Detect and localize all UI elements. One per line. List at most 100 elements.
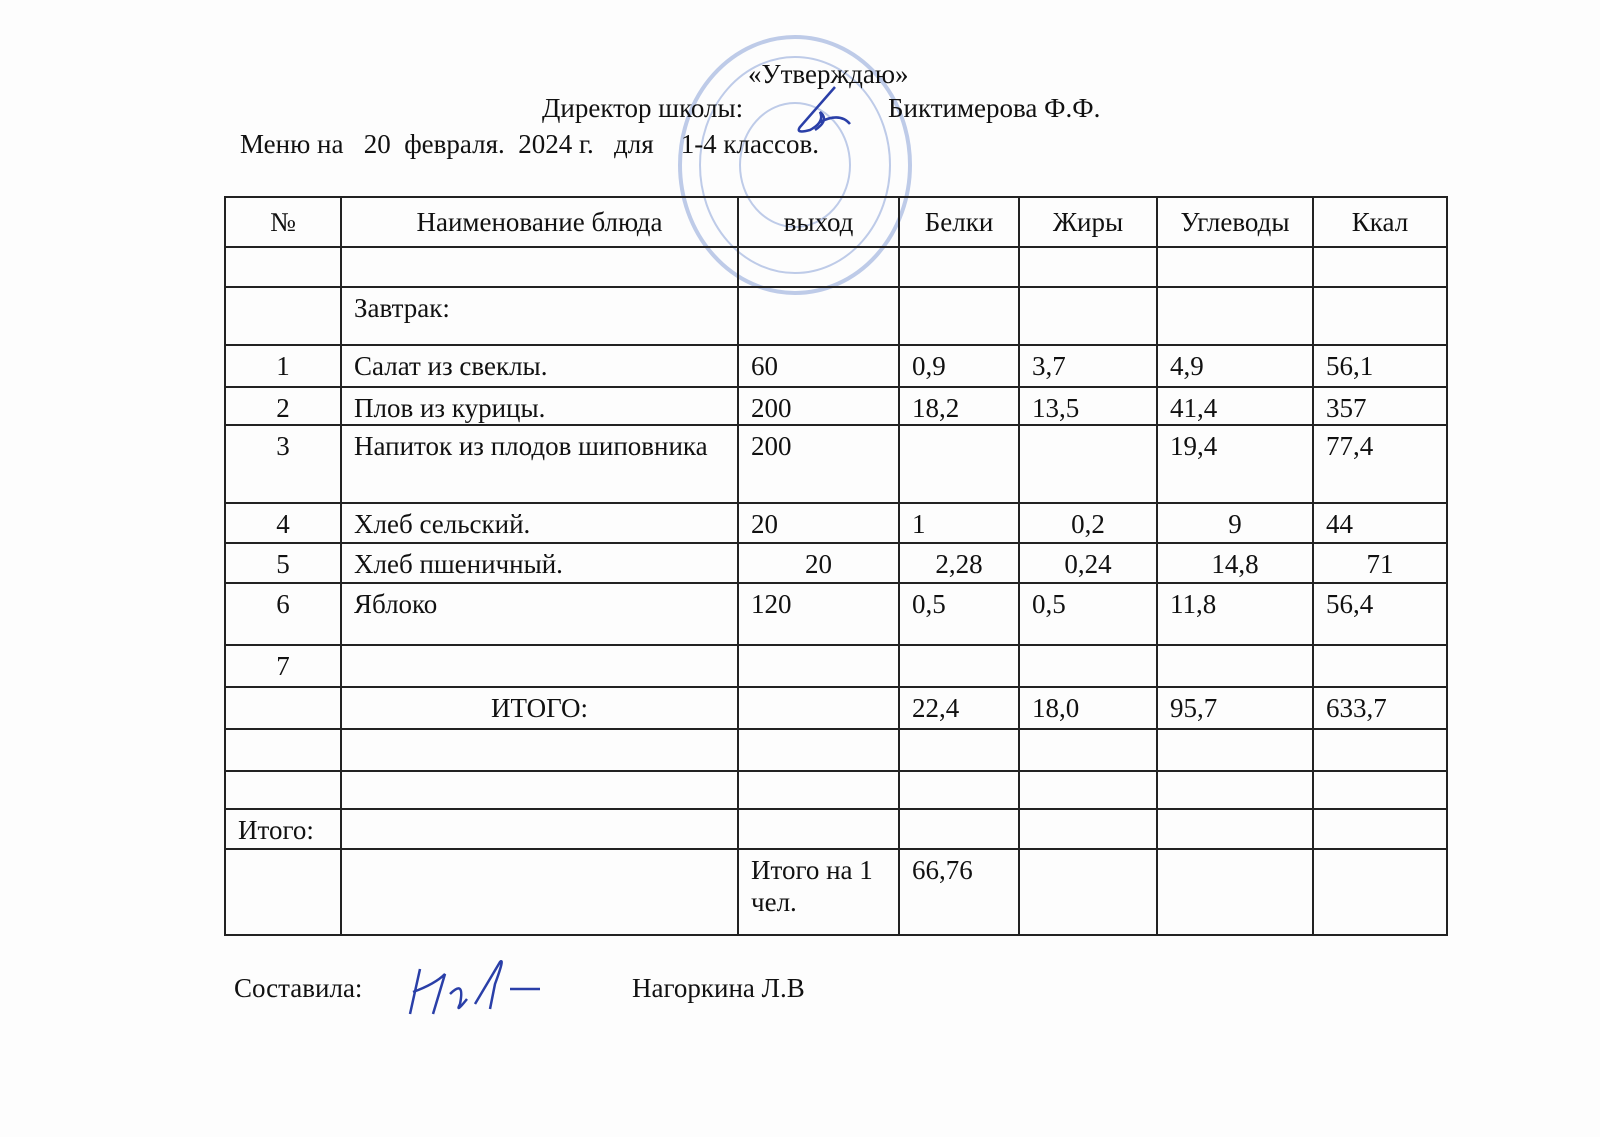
table-row: ИТОГО: 22,4 18,0 95,7 633,7 (224, 686, 1448, 730)
table-row (224, 770, 1448, 810)
table-cell: Напиток из плодов шиповника (340, 424, 739, 504)
table-cell (1312, 770, 1448, 810)
table-cell: 20 (737, 502, 900, 544)
column-header: Жиры (1018, 196, 1158, 248)
table-cell (224, 728, 342, 772)
table-cell (1312, 728, 1448, 772)
table-cell: 9 (1156, 502, 1314, 544)
column-header: Углеводы (1156, 196, 1314, 248)
menu-line: Меню на 20 февраля. 2024 г. для 1-4 клас… (240, 129, 819, 159)
table-cell (1156, 644, 1314, 688)
director-name: Биктимерова Ф.Ф. (888, 93, 1101, 123)
table-cell: Яблоко (340, 582, 739, 646)
table-cell (1018, 424, 1158, 504)
table-cell (224, 246, 342, 288)
table-cell (737, 686, 900, 730)
table-cell: 22,4 (898, 686, 1020, 730)
table-cell: Завтрак: (340, 286, 739, 346)
table-cell: ИТОГО: (340, 686, 739, 730)
table-cell (1156, 770, 1314, 810)
compiled-name: Нагоркина Л.В (632, 973, 805, 1003)
table-cell: 0,2 (1018, 502, 1158, 544)
table-cell (1312, 808, 1448, 850)
table-cell: 7 (224, 644, 342, 688)
table-cell: 1 (224, 344, 342, 388)
table-cell (1018, 286, 1158, 346)
table-cell: 1 (898, 502, 1020, 544)
table-row: Итого на 1 чел. 66,76 (224, 848, 1448, 936)
table-cell: 6 (224, 582, 342, 646)
table-cell (340, 246, 739, 288)
table-cell (737, 286, 900, 346)
table-cell (1018, 246, 1158, 288)
table-cell (224, 770, 342, 810)
table-row: 2 Плов из курицы. 200 18,2 13,5 41,4 357 (224, 386, 1448, 426)
column-header: выход (737, 196, 900, 248)
director-signature (797, 86, 851, 133)
table-cell: 18,2 (898, 386, 1020, 426)
table-cell: 3 (224, 424, 342, 504)
table-cell (737, 728, 900, 772)
table-cell (898, 770, 1020, 810)
table-cell (340, 770, 739, 810)
table-cell: Хлеб пшеничный. (340, 542, 739, 584)
table-cell: 56,1 (1312, 344, 1448, 388)
column-header: № (224, 196, 342, 248)
table-cell (1156, 808, 1314, 850)
table-cell (1018, 848, 1158, 936)
table-cell (737, 644, 900, 688)
table-cell (340, 644, 739, 688)
table-row: Завтрак: (224, 286, 1448, 346)
table-cell: 60 (737, 344, 900, 388)
table-cell (898, 728, 1020, 772)
table-cell (1156, 728, 1314, 772)
table-cell (1018, 808, 1158, 850)
table-cell: 200 (737, 386, 900, 426)
table-cell: 41,4 (1156, 386, 1314, 426)
table-cell: 2,28 (898, 542, 1020, 584)
compiled-label: Составила: (234, 973, 363, 1003)
table-cell: 0,5 (898, 582, 1020, 646)
column-header: Ккал (1312, 196, 1448, 248)
table-cell (737, 246, 900, 288)
table-cell: 0,5 (1018, 582, 1158, 646)
table-cell (1312, 644, 1448, 688)
table-cell: 200 (737, 424, 900, 504)
table-cell: 77,4 (1312, 424, 1448, 504)
table-cell (898, 644, 1020, 688)
table-cell (224, 286, 342, 346)
table-cell: Итого на 1 чел. (737, 848, 900, 936)
column-header: Белки (898, 196, 1020, 248)
table-cell: 18,0 (1018, 686, 1158, 730)
table-cell (898, 286, 1020, 346)
table-cell (340, 808, 739, 850)
table-cell: 19,4 (1156, 424, 1314, 504)
table-cell (898, 246, 1020, 288)
table-cell (340, 848, 739, 936)
table-cell (224, 686, 342, 730)
table-row (224, 728, 1448, 772)
column-header: Наименование блюда (340, 196, 739, 248)
director-label: Директор школы: (542, 93, 744, 123)
table-cell (1312, 848, 1448, 936)
table-cell: 95,7 (1156, 686, 1314, 730)
table-row: 4 Хлеб сельский. 20 1 0,2 9 44 (224, 502, 1448, 544)
table-cell (1156, 246, 1314, 288)
table-cell (224, 848, 342, 936)
table-cell: 66,76 (898, 848, 1020, 936)
table-cell (898, 424, 1020, 504)
table-cell: 14,8 (1156, 542, 1314, 584)
table-cell: Плов из курицы. (340, 386, 739, 426)
table-cell (340, 728, 739, 772)
table-cell: Хлеб сельский. (340, 502, 739, 544)
table-cell: 633,7 (1312, 686, 1448, 730)
table-row (224, 246, 1448, 288)
table-row: Итого: (224, 808, 1448, 850)
table-row: 1 Салат из свеклы. 60 0,9 3,7 4,9 56,1 (224, 344, 1448, 388)
approve-title: «Утверждаю» (748, 59, 909, 89)
table-cell (1018, 770, 1158, 810)
table-cell: 13,5 (1018, 386, 1158, 426)
table-cell: 4,9 (1156, 344, 1314, 388)
table-cell: Салат из свеклы. (340, 344, 739, 388)
table-cell (737, 808, 900, 850)
